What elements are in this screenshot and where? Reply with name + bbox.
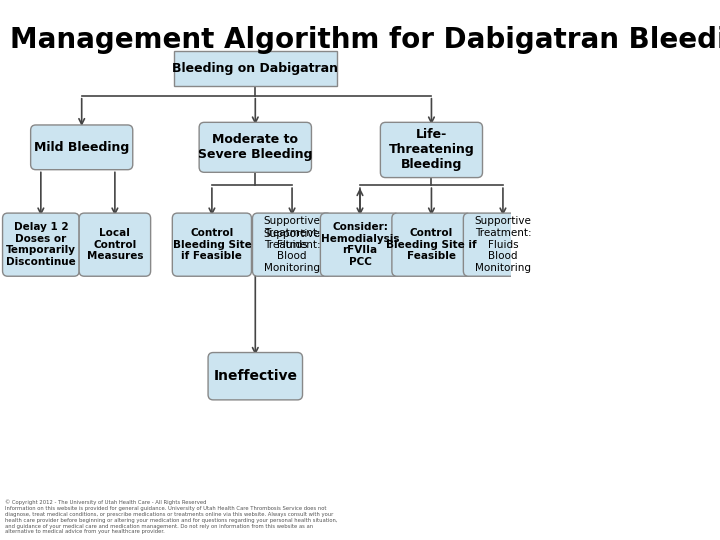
Text: Moderate to
Severe Bleeding: Moderate to Severe Bleeding	[198, 133, 312, 161]
Text: Supportive
Treatment:
Fluids
Blood
Monitoring: Supportive Treatment: Fluids Blood Monit…	[264, 217, 320, 273]
Text: © Copyright 2012 - The University of Utah Health Care - All Rights Reserved
Info: © Copyright 2012 - The University of Uta…	[5, 500, 338, 535]
FancyBboxPatch shape	[392, 213, 471, 276]
FancyBboxPatch shape	[208, 353, 302, 400]
FancyBboxPatch shape	[3, 213, 79, 276]
FancyBboxPatch shape	[320, 213, 400, 276]
FancyBboxPatch shape	[253, 213, 332, 276]
Text: Life-
Threatening
Bleeding: Life- Threatening Bleeding	[389, 129, 474, 172]
FancyBboxPatch shape	[31, 125, 132, 170]
Text: Control
Bleeding Site if
Feasible: Control Bleeding Site if Feasible	[386, 228, 477, 261]
Text: Ineffective: Ineffective	[213, 369, 297, 383]
Text: Local
Control
Measures: Local Control Measures	[86, 228, 143, 261]
FancyBboxPatch shape	[172, 213, 251, 276]
Text: Mild Bleeding: Mild Bleeding	[34, 141, 130, 154]
Text: Bleeding on Dabigatran: Bleeding on Dabigatran	[172, 62, 338, 75]
Text: Supportive
Treatment:: Supportive Treatment:	[264, 229, 320, 251]
Text: Supportive
Treatment:
Fluids
Blood
Monitoring: Supportive Treatment: Fluids Blood Monit…	[474, 217, 531, 273]
Text: Delay 1 2
Doses or
Temporarily
Discontinue: Delay 1 2 Doses or Temporarily Discontin…	[6, 222, 76, 267]
FancyBboxPatch shape	[464, 213, 542, 276]
FancyBboxPatch shape	[380, 123, 482, 178]
Text: Control
Bleeding Site
if Feasible: Control Bleeding Site if Feasible	[173, 228, 251, 261]
FancyBboxPatch shape	[199, 123, 312, 172]
Bar	[174, 51, 337, 85]
Text: Management Algorithm for Dabigatran Bleeding: Management Algorithm for Dabigatran Blee…	[10, 26, 720, 55]
Text: Consider:
Hemodialysis
rFVIIa
PCC: Consider: Hemodialysis rFVIIa PCC	[320, 222, 399, 267]
FancyBboxPatch shape	[79, 213, 150, 276]
